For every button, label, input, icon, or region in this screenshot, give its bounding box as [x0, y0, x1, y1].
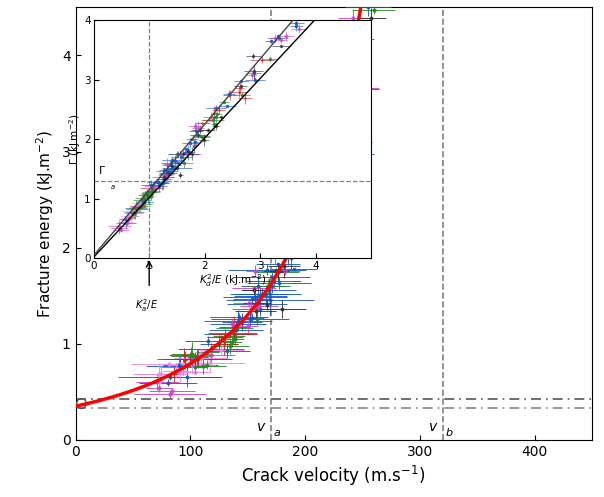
- Y-axis label: Fracture energy (kJ.m$^{-2}$): Fracture energy (kJ.m$^{-2}$): [34, 130, 56, 318]
- Text: $_a$: $_a$: [111, 182, 116, 192]
- Y-axis label: $\Gamma$ (kJ.m$^{-2}$): $\Gamma$ (kJ.m$^{-2}$): [67, 113, 83, 165]
- Text: $v$: $v$: [255, 420, 266, 434]
- Text: $K^2_a/E$: $K^2_a/E$: [135, 297, 158, 314]
- X-axis label: $K^2_d/E$ (kJ.m$^{-2}$): $K^2_d/E$ (kJ.m$^{-2}$): [199, 273, 266, 289]
- Text: $a$: $a$: [273, 428, 281, 438]
- Text: $\Gamma$: $\Gamma$: [97, 164, 106, 176]
- Text: $b$: $b$: [445, 426, 454, 438]
- X-axis label: Crack velocity (m.s$^{-1}$): Crack velocity (m.s$^{-1}$): [242, 464, 426, 489]
- Text: $v$: $v$: [428, 420, 438, 434]
